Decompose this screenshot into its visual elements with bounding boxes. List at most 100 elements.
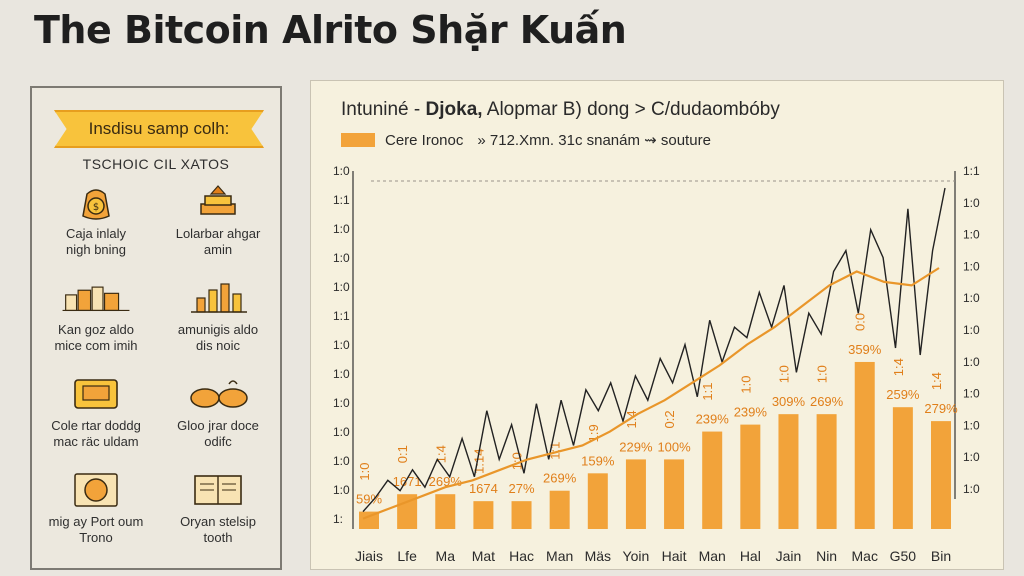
feature-item[interactable]: Gloo jrar doce odifc [162, 374, 274, 450]
y-tick-label-right: 1:0 [963, 450, 980, 464]
features-sidebar: Insdisu samp colh: TSCHOIC CIL XATOS $ C… [30, 86, 282, 570]
feature-item[interactable]: Cole rtar doddg mac räc uldam [40, 374, 152, 450]
bar [816, 414, 837, 529]
y-tick-label-right: 1:0 [963, 323, 980, 337]
chart-plot: 1:0 1:1 1:0 1:0 1:0 1:1 1:0 1:0 1:0 1:0 1:0 1:0 1: 1:… [333, 164, 980, 564]
y-tick-label-right: 1:0 [963, 228, 980, 242]
bar-data-label: 259% [886, 387, 920, 402]
bar-data-label: 269% [543, 471, 577, 486]
bar-data-label: 59% [356, 492, 382, 507]
legend-swatch [341, 133, 375, 147]
y-tick-label-right: 1:0 [963, 259, 980, 273]
bar [473, 501, 494, 529]
y-tick-label: 1:0 [333, 164, 350, 178]
y-tick-label-right: 1:0 [963, 355, 980, 369]
bar [892, 407, 913, 529]
y-tick-label-right: 1:1 [963, 164, 980, 178]
bar-data-label: 1671 [393, 474, 422, 489]
feature-label: Cole rtar doddg mac räc uldam [51, 418, 141, 449]
city-buildings-icon [62, 286, 130, 312]
coin-bag-icon: $ [82, 189, 110, 220]
y-tick-label-right: 1:0 [963, 196, 980, 210]
bar-data-label: 239% [696, 412, 730, 427]
y-tick-label: 1:0 [333, 396, 350, 410]
x-tick-label: Mäs [585, 548, 611, 564]
bar [931, 421, 951, 529]
y-tick-label: 1:1 [333, 193, 350, 207]
x-tick-label: Mac [852, 548, 878, 564]
y-tick-label-right: 1:0 [963, 291, 980, 305]
y-tick-label: 1:1 [333, 309, 350, 323]
x-tick-label: Yoin [623, 548, 650, 564]
upper-annotation: 1:4 [624, 410, 639, 428]
bar-data-label: 27% [509, 481, 535, 496]
upper-annotation: 0:1 [395, 445, 410, 463]
bar-data-label: 279% [924, 401, 958, 416]
upper-annotation: 1:0 [815, 365, 830, 383]
bar [778, 414, 799, 529]
bar [625, 459, 646, 529]
bar-data-label: 100% [657, 439, 691, 454]
bar [587, 473, 608, 529]
upper-annotation: 1:4 [929, 372, 944, 390]
x-tick-label: Ma [436, 548, 456, 564]
y-tick-label-right: 1:0 [963, 418, 980, 432]
sidebar-subtitle: TSCHOIC CIL XATOS [82, 156, 230, 172]
feature-label: mig ay Port oum Trono [48, 514, 144, 545]
y-tick-label: 1: [333, 512, 343, 526]
upper-annotation: 1:0 [776, 365, 791, 383]
legend-series-label: Cere Ironoc [385, 131, 464, 149]
y-tick-label: 1:0 [333, 222, 350, 236]
bar [549, 490, 570, 529]
x-tick-label: Lfe [397, 548, 417, 564]
x-tick-label: Hal [740, 548, 761, 564]
feature-label: Gloo jrar doce odifc [177, 418, 259, 449]
bar [664, 459, 685, 529]
x-tick-label: Hac [509, 548, 534, 564]
bar [359, 511, 379, 529]
feature-item[interactable]: $ Caja inlaly nigh bning [40, 182, 152, 258]
gold-bars-icon [190, 380, 248, 408]
chart-title: Intuniné - Djoka, Alopmar B) dong > C/du… [341, 99, 780, 120]
y-tick-label: 1:0 [333, 425, 350, 439]
y-tick-label-right: 1:0 [963, 482, 980, 496]
feature-label: Oryan stelsip tooth [180, 514, 256, 545]
bar [435, 494, 456, 529]
y-tick-label: 1:0 [333, 454, 350, 468]
price-line [362, 187, 946, 513]
bar-data-label: 239% [734, 405, 768, 420]
sidebar-ribbon: Insdisu samp colh: [54, 110, 264, 148]
y-tick-label: 1:0 [333, 251, 350, 265]
y-tick-label: 1:0 [333, 483, 350, 497]
y-tick-label-right: 1:0 [963, 387, 980, 401]
upper-annotation: 0:0 [853, 313, 868, 331]
bar-data-label: 359% [848, 342, 882, 357]
y-tick-label: 1:0 [333, 280, 350, 294]
feature-item[interactable]: Lolarbar ahgar amin [162, 182, 274, 258]
gold-card-icon [74, 379, 118, 409]
feature-item[interactable]: amunigis aldo dis noic [162, 278, 274, 354]
x-tick-label: G50 [890, 548, 917, 564]
feature-item[interactable]: Kan goz aldo mice com imih [40, 278, 152, 354]
x-tick-label: Nin [816, 548, 837, 564]
chart-legend: Cere Ironoc » 712.Xmn. 31c snanám ⇝ sout… [341, 131, 711, 149]
feature-item[interactable]: Oryan stelsip tooth [162, 470, 274, 546]
ledger-book-icon [194, 475, 242, 505]
bar [511, 501, 532, 529]
x-tick-label: Bin [931, 548, 951, 564]
upper-annotation: 1:0 [738, 376, 753, 394]
feature-item[interactable]: mig ay Port oum Trono [40, 470, 152, 546]
page-title: The Bitcoin Alrito Shặr Kuấn [34, 8, 627, 52]
feature-label: Lolarbar ahgar amin [175, 226, 261, 257]
trend-line [362, 267, 940, 520]
svg-text:$: $ [93, 202, 99, 213]
feature-label: Caja inlaly nigh bning [66, 226, 126, 257]
bar-data-label: 1674 [469, 481, 498, 496]
coin-hand-icon [74, 473, 118, 507]
bar [740, 424, 761, 529]
upper-annotation: 1:1 [700, 383, 715, 401]
chart-panel: Intuniné - Djoka, Alopmar B) dong > C/du… [310, 80, 1004, 570]
upper-annotation: 1:14 [471, 449, 486, 474]
x-tick-label: Hait [662, 548, 687, 564]
bar-data-label: 159% [581, 453, 615, 468]
